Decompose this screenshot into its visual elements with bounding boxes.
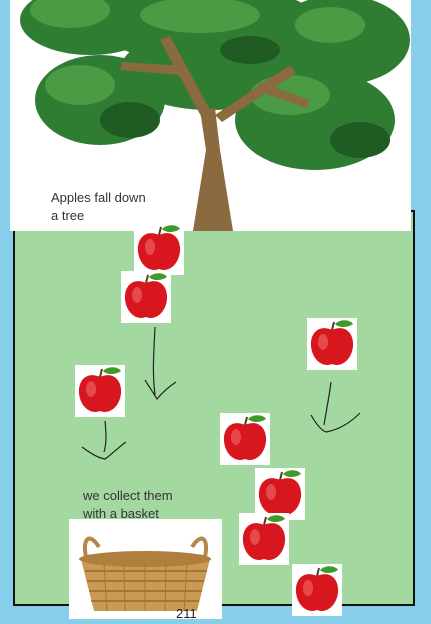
footer-label: 211 xyxy=(176,606,197,621)
tree-caption: Apples fall down a tree xyxy=(51,190,146,223)
apple-icon[interactable] xyxy=(75,365,125,417)
basket[interactable] xyxy=(69,519,222,619)
basket-caption: we collect them with a basket xyxy=(83,488,173,521)
apple-icon[interactable] xyxy=(134,223,184,275)
apple-icon[interactable] xyxy=(121,271,171,323)
apple-icon[interactable] xyxy=(255,468,305,520)
apple-icon[interactable] xyxy=(220,413,270,465)
apple-icon[interactable] xyxy=(239,513,289,565)
apple-icon[interactable] xyxy=(307,318,357,370)
tree-panel xyxy=(10,0,411,231)
tree-icon xyxy=(20,0,410,231)
apple-icon[interactable] xyxy=(292,564,342,616)
basket-icon xyxy=(79,536,211,612)
